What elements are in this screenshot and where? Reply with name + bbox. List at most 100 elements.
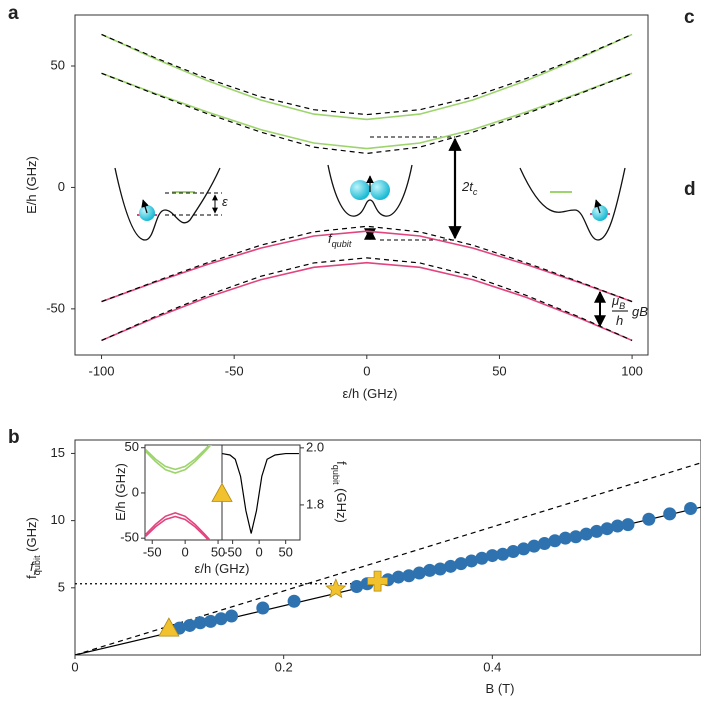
series-line	[101, 230, 633, 303]
annotation: fr	[30, 559, 38, 577]
data-marker	[211, 482, 233, 502]
y-tick-label: 15	[51, 445, 65, 460]
data-point	[287, 594, 301, 608]
data-point	[454, 557, 468, 571]
data-point	[193, 616, 207, 630]
x-tick-label: 50	[278, 544, 292, 559]
data-point	[350, 579, 364, 593]
x-tick-label: 100	[621, 363, 643, 378]
series-line	[101, 33, 633, 116]
y-tick-label: 2.0	[306, 439, 324, 454]
data-point	[225, 609, 238, 623]
data-point	[506, 545, 520, 559]
schematics	[114, 164, 626, 241]
series-line	[222, 452, 299, 534]
annotation: ε	[222, 194, 228, 209]
data-point	[621, 518, 635, 532]
x-axis-label: B (T)	[486, 681, 515, 696]
y-tick-label: 0	[132, 484, 139, 499]
y-tick-label: 5	[58, 579, 65, 594]
data-marker	[325, 578, 347, 599]
series-line	[101, 257, 633, 341]
x-axis-label: ε/h (GHz)	[343, 386, 398, 401]
data-marker	[367, 570, 388, 592]
annotation: gB	[632, 304, 648, 319]
series-line	[101, 72, 633, 155]
label-part: B (T)	[486, 681, 515, 696]
series-line	[101, 261, 633, 342]
data-point	[412, 566, 426, 580]
annotation-arrows	[165, 136, 628, 328]
data-point	[527, 539, 541, 553]
label-part: ε/h (GHz)	[195, 561, 250, 576]
y-tick-label: 50	[125, 439, 139, 454]
series-line	[145, 512, 211, 540]
data-point	[579, 527, 593, 541]
x-tick-label: -50	[225, 363, 244, 378]
series-line	[145, 515, 210, 540]
label-part: (GHz)	[24, 517, 39, 555]
label-part: c	[473, 187, 478, 197]
data-marker	[158, 617, 180, 637]
x-tick-label: -50	[223, 544, 242, 559]
label-part: f	[24, 575, 39, 579]
label-part: ε	[222, 194, 228, 209]
x-axis-label: ε/h (GHz)	[195, 561, 250, 576]
label-part: 2t	[461, 179, 474, 194]
label-part: E/h (GHz)	[113, 463, 128, 521]
plot-frame	[74, 439, 701, 656]
annotation: fqubit	[328, 231, 352, 249]
x-tick-label: 50	[492, 363, 506, 378]
y-axis-label: E/h (GHz)	[24, 156, 39, 214]
y-axis-label: fqubit (GHz)	[331, 461, 349, 523]
series-line	[101, 225, 633, 303]
data-point	[496, 547, 510, 561]
data-point	[548, 534, 562, 548]
data-point	[590, 524, 604, 538]
label-part: qubit	[332, 239, 352, 249]
label-part: f	[328, 231, 333, 246]
plot-area	[75, 462, 701, 655]
y-tick-label: 50	[51, 57, 65, 72]
series-line	[101, 72, 633, 150]
series-line	[145, 445, 211, 471]
x-tick-label: 0	[71, 659, 78, 674]
data-point	[214, 612, 228, 626]
x-tick-label: 0	[256, 544, 263, 559]
data-point	[444, 559, 458, 573]
plot-area	[145, 445, 212, 540]
data-point	[611, 519, 625, 533]
label-part: ε/h (GHz)	[343, 386, 398, 401]
label-part: qubit	[32, 555, 42, 575]
y-axis-label: E/h (GHz)	[113, 463, 128, 521]
data-point	[485, 549, 499, 563]
data-point	[464, 554, 478, 568]
data-point	[600, 522, 614, 536]
y-tick-label: -50	[46, 300, 65, 315]
data-point	[558, 531, 572, 545]
label-part: r	[34, 567, 38, 577]
data-point	[663, 507, 677, 521]
data-point	[642, 512, 656, 526]
x-tick-label: 0	[182, 544, 189, 559]
data-point	[423, 563, 437, 577]
data-point	[475, 551, 489, 565]
plot-area	[101, 33, 633, 342]
x-tick-label: -50	[143, 544, 162, 559]
data-point	[538, 536, 551, 550]
annotation: h	[616, 313, 623, 328]
data-point	[433, 562, 447, 576]
x-tick-label: 0.2	[275, 659, 293, 674]
x-tick-label: -100	[89, 363, 115, 378]
panel-label: c	[684, 7, 695, 28]
series-line	[145, 445, 212, 474]
y-tick-label: 0	[58, 179, 65, 194]
panel-label: d	[684, 179, 696, 200]
data-point	[517, 542, 531, 556]
y-tick-label: -50	[120, 530, 139, 545]
label-part: E/h (GHz)	[24, 156, 39, 214]
data-point	[204, 614, 218, 628]
y-tick-label: 1.8	[306, 496, 324, 511]
